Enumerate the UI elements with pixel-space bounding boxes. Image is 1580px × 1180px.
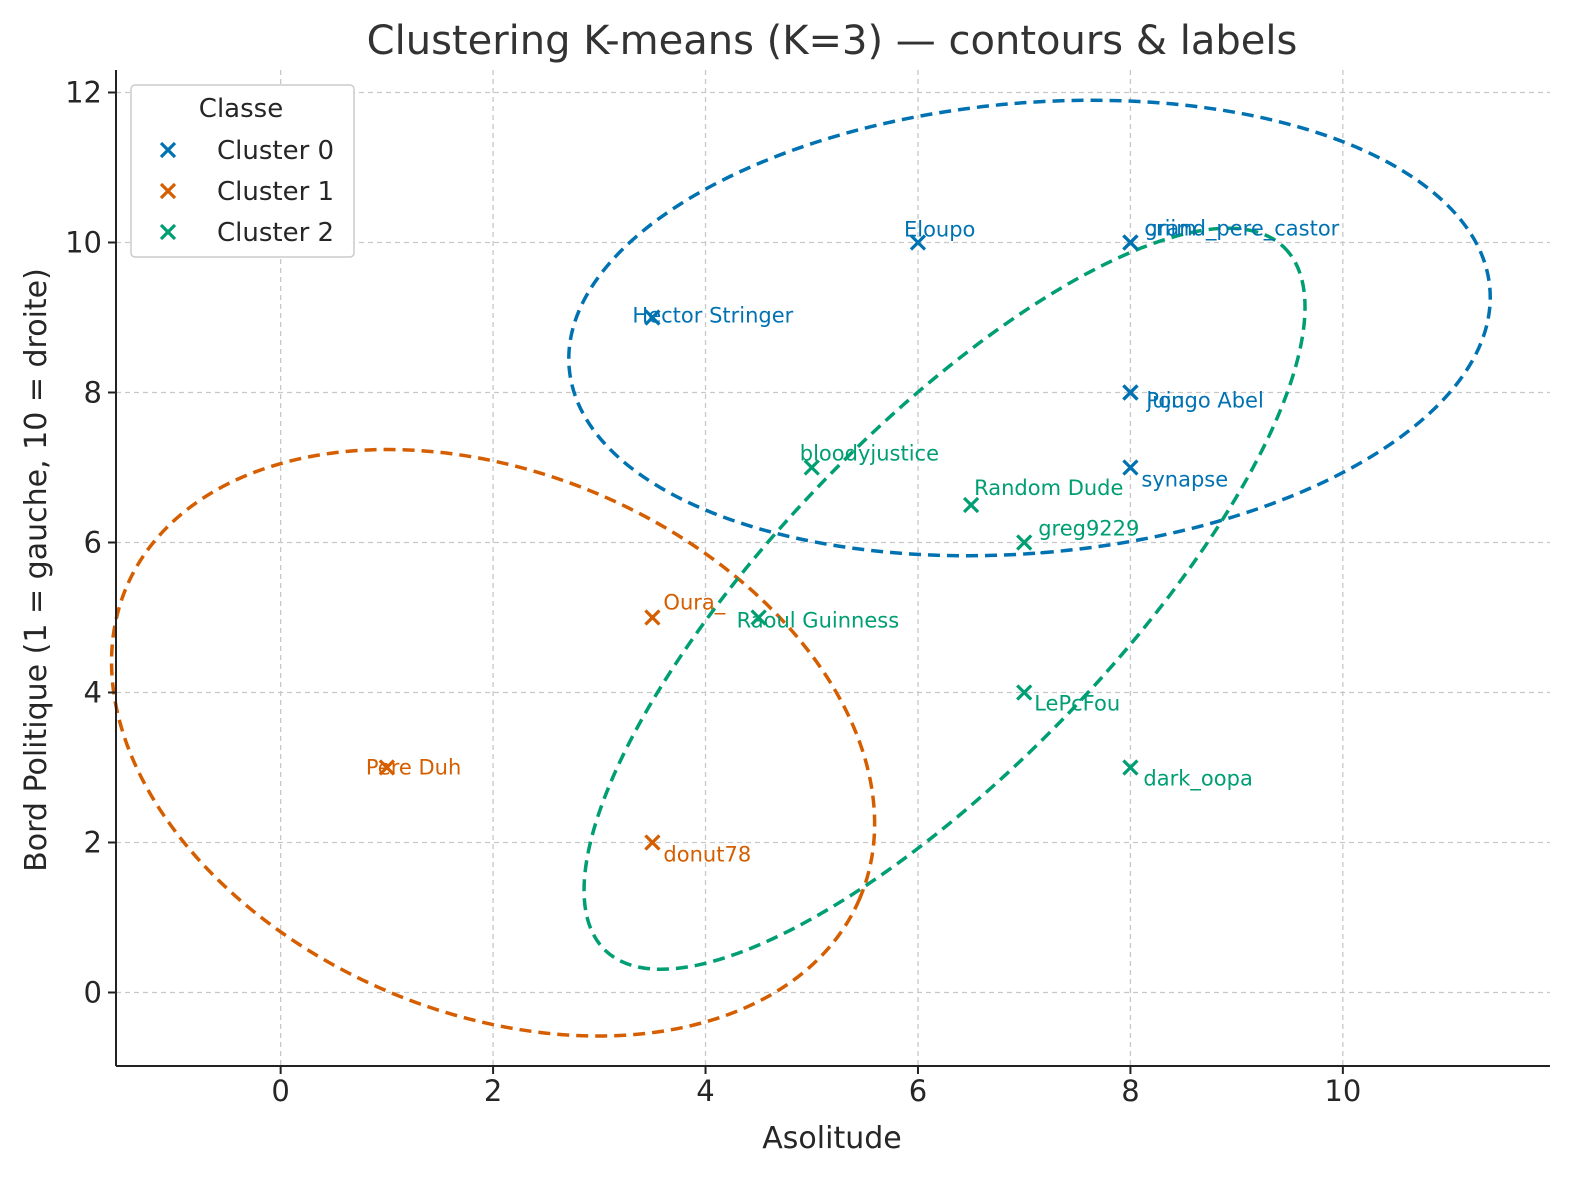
cluster-contour-1 — [109, 447, 877, 1038]
y-tick-label: 2 — [84, 826, 102, 860]
point-label: Pere Duh — [366, 756, 461, 780]
data-point — [1122, 384, 1139, 401]
y-tick-label: 0 — [84, 976, 102, 1010]
cluster-contour-2 — [582, 226, 1307, 972]
point-label: bloodyjustice — [800, 442, 939, 466]
point-label: Random Dude — [974, 476, 1123, 500]
point-label: juju — [1145, 389, 1184, 413]
cluster-contour-0 — [567, 98, 1492, 558]
y-tick-label: 12 — [65, 76, 102, 110]
x-tick-label: 10 — [1324, 1074, 1361, 1108]
point-label: Eloupo — [904, 218, 975, 242]
point-label: Pongo Abel — [1146, 389, 1263, 413]
legend-marker — [159, 141, 177, 159]
point-label: Oura_ — [663, 591, 725, 616]
point-marker-stroke — [803, 459, 820, 476]
legend-entry-label: Cluster 2 — [217, 218, 334, 248]
point-marker-stroke — [1016, 534, 1033, 551]
data-point — [1016, 684, 1033, 701]
y-tick-label: 10 — [65, 226, 102, 260]
data-point — [909, 234, 927, 251]
point-marker-stroke — [962, 496, 980, 514]
legend-entry-label: Cluster 0 — [217, 136, 334, 166]
data-point — [750, 609, 767, 626]
point-marker-stroke — [909, 234, 927, 251]
point-label: criim — [1144, 217, 1196, 241]
point-label: greg9229 — [1038, 517, 1139, 541]
x-tick-label: 4 — [696, 1074, 714, 1108]
axes: 0 2 4 6 8 10 0 2 4 6 8 10 12 — [65, 70, 1550, 1108]
data-point — [644, 309, 661, 326]
legend-marker — [159, 182, 177, 200]
point-label: Raoul Guinness — [737, 609, 900, 633]
x-tick-label: 2 — [484, 1074, 502, 1108]
y-tick-label: 8 — [84, 376, 102, 410]
point-label: Hector Stringer — [632, 304, 793, 328]
point-marker-stroke — [378, 759, 395, 776]
grid — [116, 70, 1550, 1066]
point-marker-stroke — [1122, 759, 1139, 776]
point-marker-stroke — [1016, 684, 1033, 701]
legend-title: Classe — [199, 94, 283, 124]
point-marker-stroke — [1122, 234, 1139, 251]
point-marker-stroke — [644, 309, 661, 326]
data-point — [644, 609, 661, 626]
data-points — [378, 234, 1139, 851]
data-point — [378, 759, 395, 776]
y-axis-title: Bord Politique (1 = gauche, 10 = droite) — [19, 268, 54, 872]
data-point — [1016, 534, 1033, 551]
x-tick-label: 0 — [271, 1074, 289, 1108]
data-point — [1122, 234, 1139, 251]
point-label: LePcFou — [1034, 692, 1120, 716]
legend-entry-label: Cluster 1 — [217, 177, 334, 207]
data-point — [803, 459, 820, 476]
y-tick-label: 4 — [84, 676, 102, 710]
legend-marker — [159, 223, 177, 241]
data-point — [1122, 459, 1139, 476]
point-label: donut78 — [663, 843, 751, 867]
point-marker-stroke — [644, 834, 661, 851]
point-marker-stroke — [750, 609, 767, 626]
chart-title: Clustering K-means (K=3) — contours & la… — [367, 18, 1298, 64]
data-point — [962, 496, 980, 514]
data-point — [644, 834, 661, 851]
point-marker-stroke — [1122, 384, 1139, 401]
x-tick-label: 8 — [1121, 1074, 1139, 1108]
y-tick-label: 6 — [84, 526, 102, 560]
x-axis-title: Asolitude — [762, 1121, 901, 1156]
legend: Classe Cluster 0 Cluster 1 Cluster 2 — [130, 84, 355, 258]
legend-box — [130, 84, 355, 258]
data-point — [1122, 759, 1139, 776]
point-marker-stroke — [1122, 459, 1139, 476]
point-label: dark_oopa — [1143, 767, 1252, 792]
cluster-contours — [109, 98, 1492, 1038]
point-marker-stroke — [644, 609, 661, 626]
point-label: synapse — [1141, 468, 1228, 492]
point-label: grand_pere_castor — [1144, 217, 1339, 242]
x-tick-label: 6 — [909, 1074, 927, 1108]
